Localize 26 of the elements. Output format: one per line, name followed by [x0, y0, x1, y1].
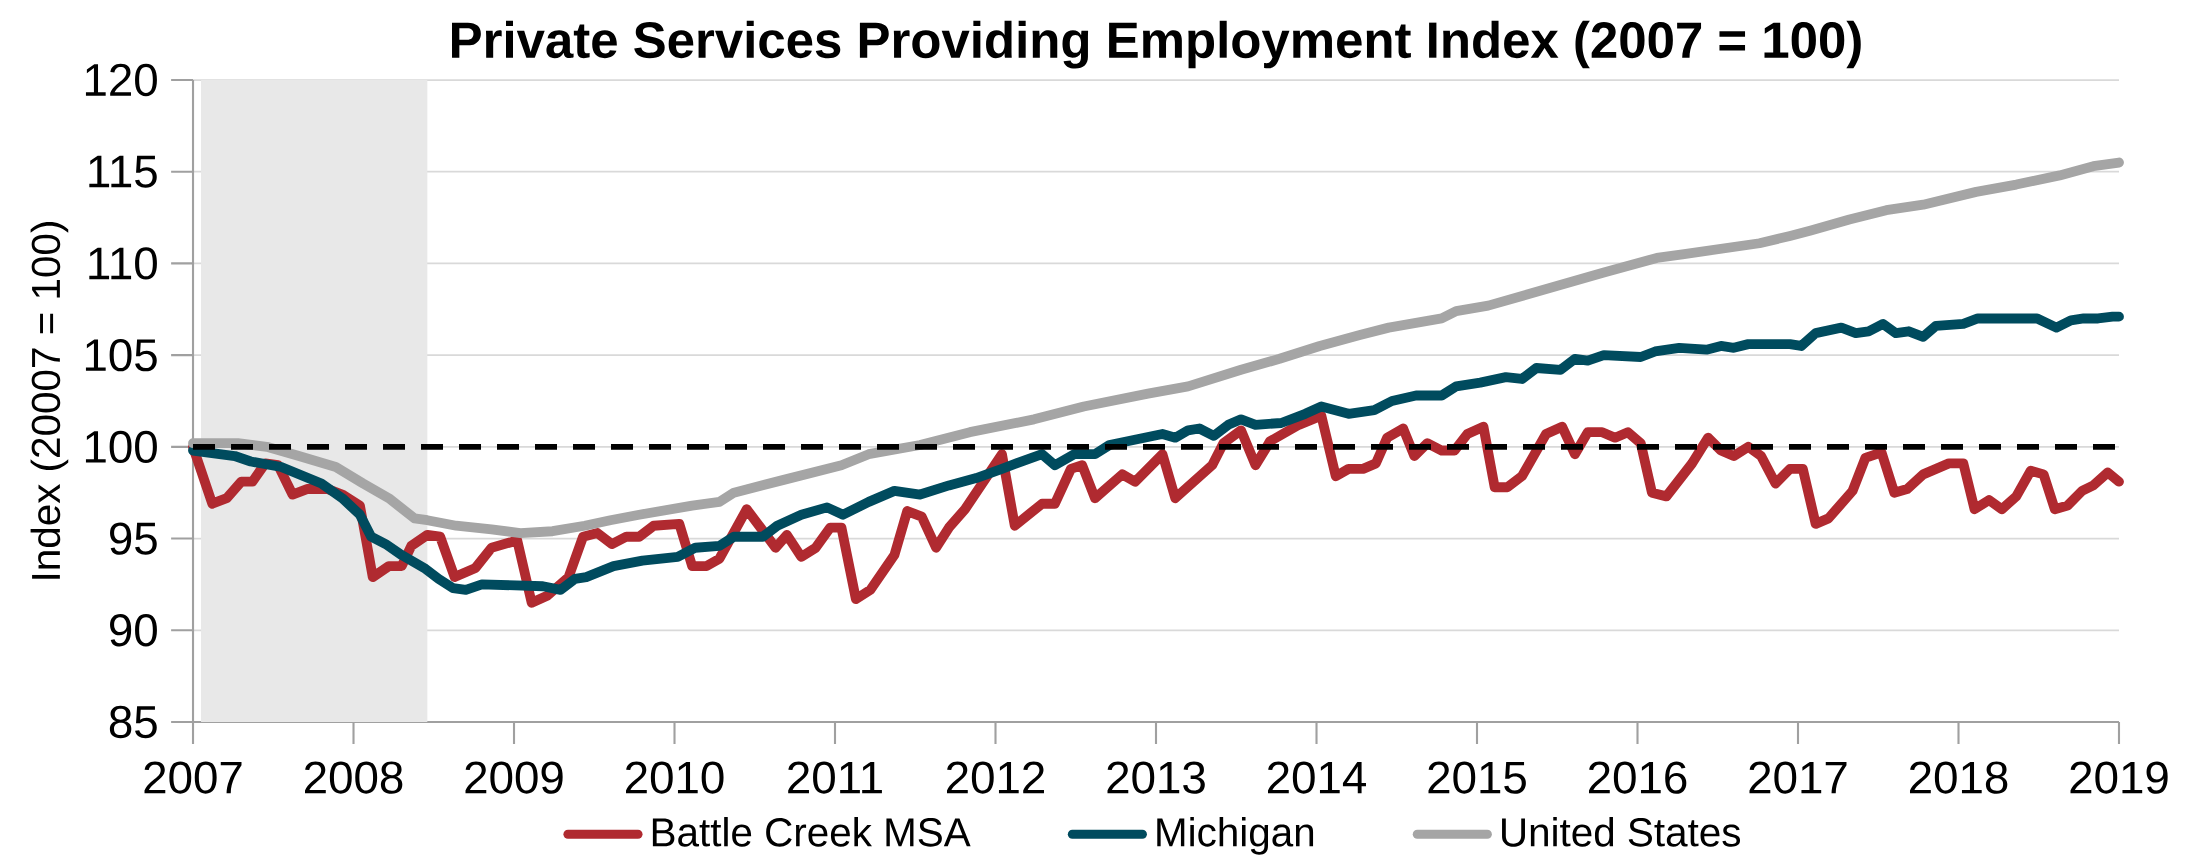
y-tick-label: 105: [85, 338, 157, 372]
chart-title: Private Services Providing Employment Index (2007 = 100): [452, 20, 1861, 69]
x-tick-label: 2017: [1749, 761, 1847, 794]
y-tick-label: 100: [85, 430, 157, 464]
x-tick-label: 2010: [626, 761, 724, 794]
x-tick-label: 2019: [2070, 761, 2168, 794]
y-tick-label: 85: [109, 705, 157, 739]
y-axis-title: Index (20007 = 100): [30, 222, 69, 579]
y-tick-label: 115: [89, 155, 157, 188]
y-tick-label: 110: [89, 247, 157, 280]
x-tick-label: 2015: [1428, 761, 1526, 794]
x-tick-label: 2018: [1909, 761, 2008, 794]
legend-label: Battle Creek MSA: [652, 817, 971, 847]
y-tick-label: 90: [110, 614, 157, 647]
x-tick-label: 2008: [305, 761, 403, 794]
x-tick-label: 2013: [1107, 761, 1205, 794]
legend-label: United States: [1502, 817, 1741, 847]
x-tick-label: 2007: [144, 761, 242, 794]
y-tick-label: 95: [110, 522, 157, 555]
legend-label: Michigan: [1157, 817, 1314, 855]
x-tick-label: 2016: [1589, 761, 1687, 794]
x-tick-label: 2009: [465, 761, 563, 794]
y-tick-label: 120: [85, 63, 157, 97]
x-tick-label: 2012: [947, 761, 1044, 794]
x-tick-label: 2014: [1268, 761, 1366, 794]
x-tick-label: 2011: [788, 761, 882, 794]
